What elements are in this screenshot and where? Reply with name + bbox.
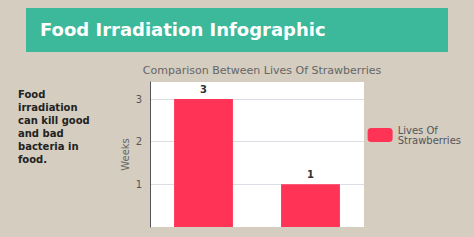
svg-text:Comparison Between Lives Of St: Comparison Between Lives Of Strawberries: [143, 64, 382, 77]
svg-text:and bad: and bad: [18, 128, 64, 139]
svg-text:2: 2: [136, 136, 142, 147]
svg-text:1: 1: [307, 169, 314, 180]
svg-text:Weeks: Weeks: [120, 138, 131, 171]
svg-text:bacteria in: bacteria in: [18, 141, 79, 152]
svg-text:irradiation: irradiation: [18, 102, 78, 113]
svg-text:Food Irradiation Infographic: Food Irradiation Infographic: [40, 19, 326, 40]
svg-text:3: 3: [200, 84, 207, 95]
svg-text:Strawberries: Strawberries: [398, 135, 461, 146]
svg-text:food.: food.: [18, 154, 47, 165]
svg-text:can kill good: can kill good: [18, 115, 90, 126]
svg-text:Food: Food: [18, 89, 45, 100]
svg-text:1: 1: [136, 179, 142, 190]
svg-text:Lives Of: Lives Of: [397, 124, 438, 136]
svg-text:3: 3: [136, 94, 142, 105]
